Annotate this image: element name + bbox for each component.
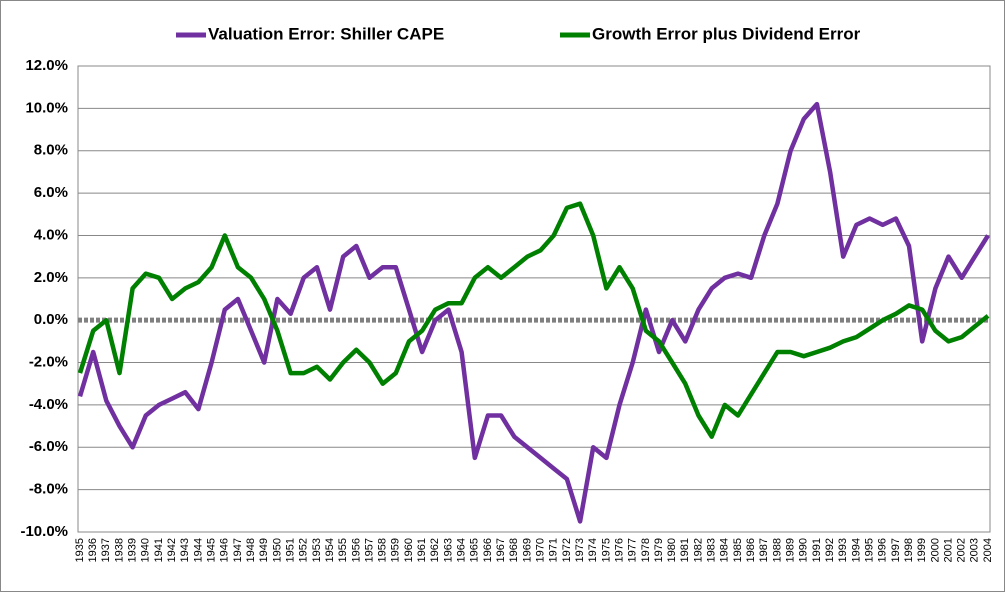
x-tick-label: 1966 <box>482 538 494 562</box>
x-tick-label: 1990 <box>798 538 810 562</box>
x-tick-label: 1942 <box>166 538 178 562</box>
x-tick-label: 2002 <box>956 538 968 562</box>
legend-label: Valuation Error: Shiller CAPE <box>208 24 444 43</box>
x-tick-label: 2000 <box>929 538 941 562</box>
x-tick-label: 1981 <box>679 538 691 562</box>
x-tick-label: 1970 <box>534 538 546 562</box>
x-tick-label: 1976 <box>613 538 625 562</box>
x-tick-label: 1975 <box>600 538 612 562</box>
x-tick-label: 1940 <box>140 538 152 562</box>
x-tick-label: 1943 <box>179 538 191 562</box>
x-tick-label: 1991 <box>811 538 823 562</box>
x-tick-label: 1949 <box>258 538 270 562</box>
series-line <box>77 201 990 439</box>
x-tick-label: 1971 <box>548 538 560 562</box>
y-tick-label: 0.0% <box>34 311 68 328</box>
x-tick-label: 1965 <box>469 538 481 562</box>
x-tick-label: 1974 <box>587 538 599 562</box>
x-tick-label: 1982 <box>692 538 704 562</box>
x-tick-label: 1953 <box>311 538 323 562</box>
x-tick-label: 1987 <box>758 538 770 562</box>
x-tick-label: 1994 <box>850 538 862 562</box>
x-tick-label: 1964 <box>456 538 468 562</box>
x-tick-label: 1983 <box>706 538 718 562</box>
x-tick-label: 1952 <box>298 538 310 562</box>
x-tick-label: 1938 <box>113 538 125 562</box>
x-tick-label: 2003 <box>969 538 981 562</box>
series-line <box>77 101 990 524</box>
x-tick-label: 1958 <box>377 538 389 562</box>
y-tick-label: -2.0% <box>29 354 68 371</box>
x-tick-label: 2004 <box>982 538 994 562</box>
y-tick-label: -6.0% <box>29 438 68 455</box>
y-tick-label: -4.0% <box>29 396 68 413</box>
x-tick-label: 1963 <box>442 538 454 562</box>
y-tick-label: 4.0% <box>34 226 68 243</box>
y-tick-label: 6.0% <box>34 184 68 201</box>
x-tick-label: 1978 <box>640 538 652 562</box>
x-tick-label: 1935 <box>74 538 86 562</box>
x-tick-label: 1948 <box>245 538 257 562</box>
x-tick-label: 1986 <box>745 538 757 562</box>
x-tick-label: 1980 <box>666 538 678 562</box>
x-tick-label: 1961 <box>416 538 428 562</box>
x-tick-label: 1960 <box>403 538 415 562</box>
y-tick-label: -10.0% <box>20 523 68 540</box>
x-tick-label: 1947 <box>232 538 244 562</box>
x-tick-label: 1955 <box>337 538 349 562</box>
x-tick-label: 1936 <box>87 538 99 562</box>
x-tick-label: 1972 <box>561 538 573 562</box>
x-tick-label: 1937 <box>100 538 112 562</box>
x-tick-label: 1950 <box>271 538 283 562</box>
x-tick-label: 1997 <box>890 538 902 562</box>
x-tick-label: 1979 <box>653 538 665 562</box>
x-tick-label: 1954 <box>324 538 336 562</box>
x-tick-label: 1973 <box>574 538 586 562</box>
x-tick-label: 1941 <box>153 538 165 562</box>
x-tick-label: 1944 <box>192 538 204 562</box>
x-tick-label: 1993 <box>837 538 849 562</box>
x-tick-label: 1957 <box>363 538 375 562</box>
x-tick-label: 1962 <box>429 538 441 562</box>
x-tick-label: 1967 <box>495 538 507 562</box>
x-tick-label: 2001 <box>942 538 954 562</box>
x-tick-label: 1992 <box>824 538 836 562</box>
x-tick-label: 1995 <box>863 538 875 562</box>
y-tick-label: 12.0% <box>25 57 68 74</box>
x-tick-label: 1998 <box>903 538 915 562</box>
x-tick-label: 1959 <box>390 538 402 562</box>
x-tick-label: 1977 <box>627 538 639 562</box>
x-tick-label: 1984 <box>719 538 731 562</box>
y-tick-label: -8.0% <box>29 481 68 498</box>
x-tick-label: 1946 <box>219 538 231 562</box>
x-tick-label: 1939 <box>127 538 139 562</box>
x-tick-label: 1945 <box>206 538 218 562</box>
x-tick-label: 1985 <box>732 538 744 562</box>
y-tick-label: 2.0% <box>34 269 68 286</box>
x-tick-label: 1988 <box>771 538 783 562</box>
x-tick-label: 1996 <box>877 538 889 562</box>
x-tick-label: 1969 <box>521 538 533 562</box>
y-tick-label: 8.0% <box>34 142 68 159</box>
y-tick-label: 10.0% <box>25 99 68 116</box>
x-tick-label: 1951 <box>284 538 296 562</box>
x-tick-label: 1999 <box>916 538 928 562</box>
x-tick-label: 1956 <box>350 538 362 562</box>
x-tick-label: 1968 <box>508 538 520 562</box>
legend-label: Growth Error plus Dividend Error <box>592 24 861 43</box>
x-tick-label: 1989 <box>785 538 797 562</box>
